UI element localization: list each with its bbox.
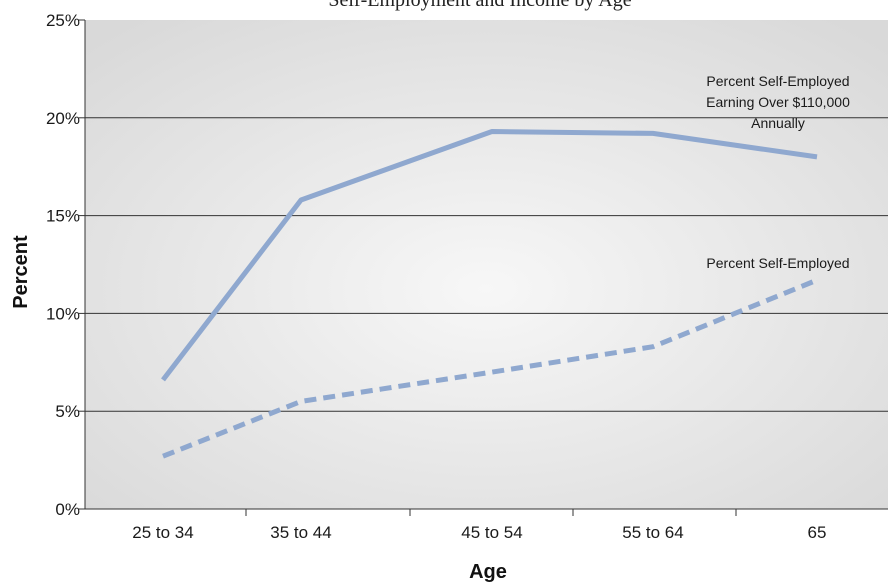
y-tick-label: 25% bbox=[46, 11, 80, 30]
x-tick-label: 55 to 64 bbox=[622, 523, 683, 542]
y-tick-label: 15% bbox=[46, 207, 80, 226]
y-tick-label: 10% bbox=[46, 304, 80, 323]
x-tick-label: 65 bbox=[808, 523, 827, 542]
series-label: Percent Self-Employed bbox=[706, 73, 849, 89]
series-labels: Percent Self-Employed Earning Over $110,0… bbox=[706, 73, 850, 271]
x-tick-labels: 25 to 34 35 to 44 45 to 54 55 to 64 65 bbox=[132, 523, 826, 542]
y-axis-title: Percent bbox=[10, 235, 32, 309]
y-tick-label: 20% bbox=[46, 109, 80, 128]
series-lines bbox=[161, 129, 818, 459]
gridlines bbox=[85, 117, 888, 412]
series-label: Percent Self-Employed bbox=[706, 255, 849, 271]
series-label: Earning Over $110,000 bbox=[706, 94, 850, 110]
chart-title: Self-Employment and Income by Age bbox=[328, 0, 631, 11]
x-axis-title: Age bbox=[469, 561, 507, 583]
plot-background bbox=[85, 20, 888, 509]
series-line-self-employed bbox=[162, 277, 818, 459]
y-tick-label: 0% bbox=[55, 500, 80, 519]
x-tick-label: 35 to 44 bbox=[270, 523, 331, 542]
y-tick-label: 5% bbox=[55, 402, 80, 421]
x-tick-label: 25 to 34 bbox=[132, 523, 193, 542]
y-tick-labels: 0% 5% 10% 15% 20% 25% bbox=[46, 11, 80, 519]
x-tick-label: 45 to 54 bbox=[461, 523, 522, 542]
axes bbox=[79, 19, 888, 516]
series-label: Annually bbox=[751, 115, 805, 131]
